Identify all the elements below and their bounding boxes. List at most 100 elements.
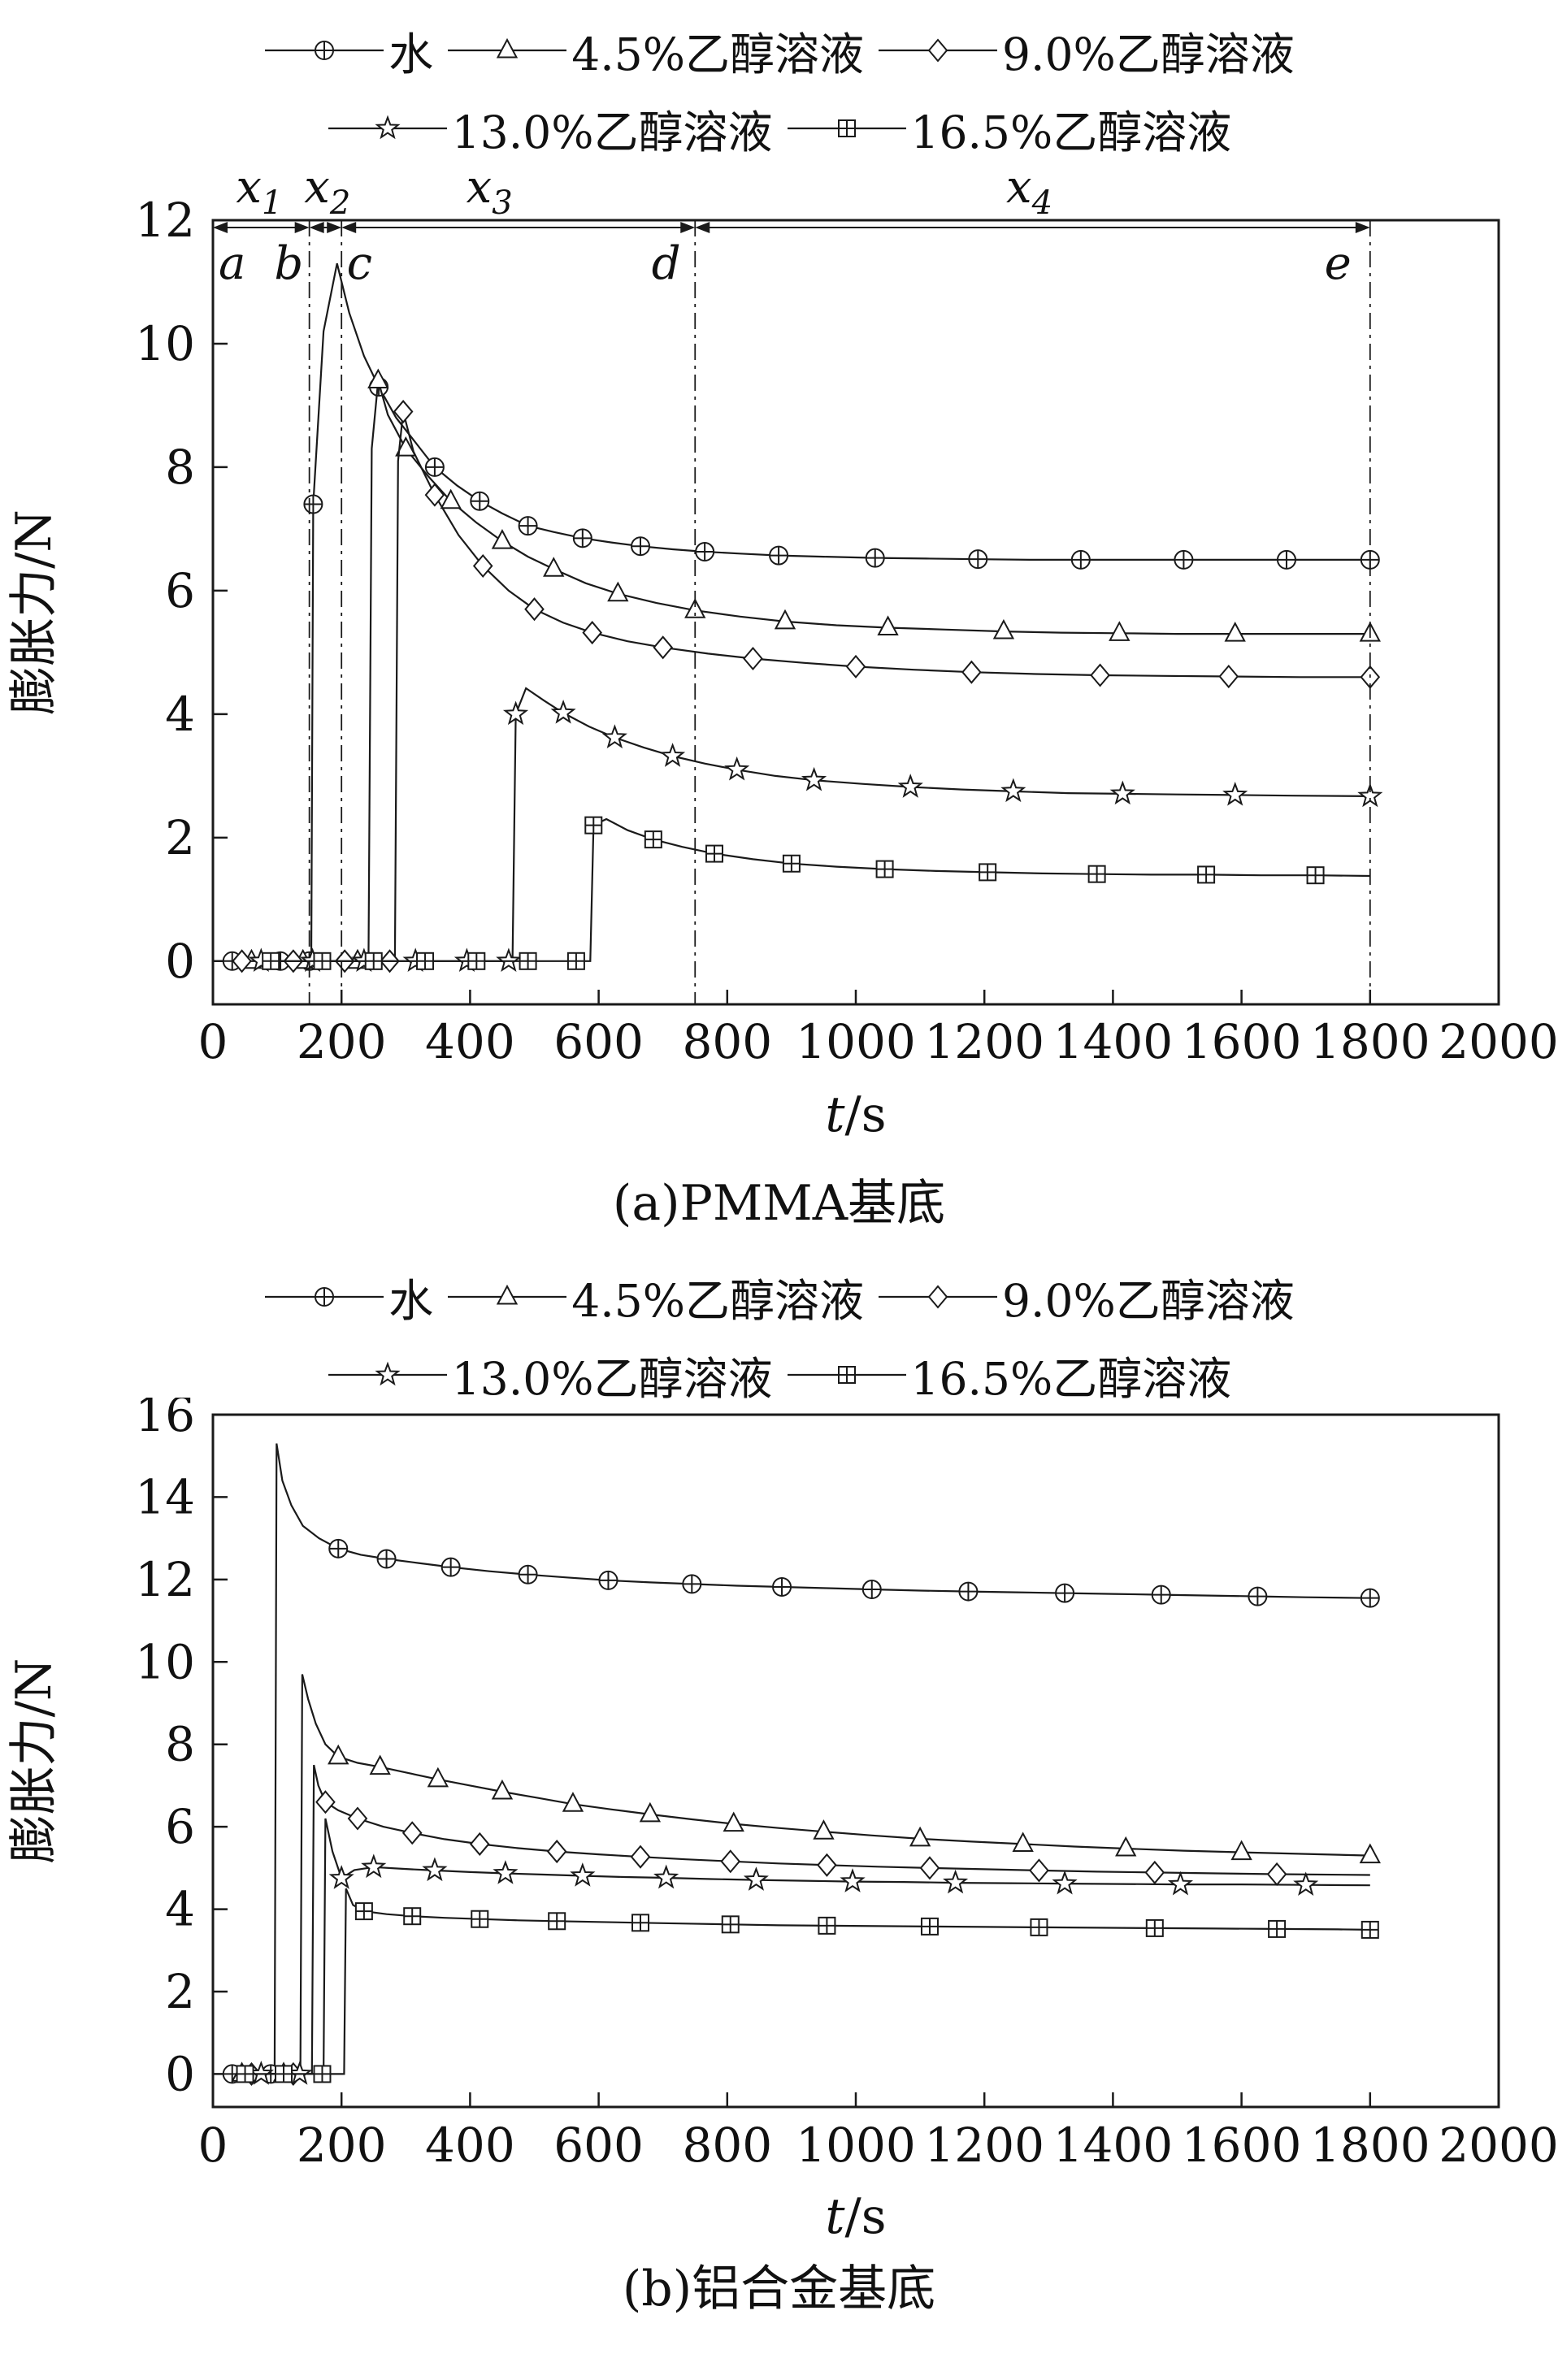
y-axis-title: 膨胀力/N [6, 509, 63, 715]
series-line-triangle [251, 380, 1370, 962]
x-tick-label: 1200 [924, 2118, 1044, 2173]
legend-item-square-plus: 16.5%乙醇溶液 [786, 96, 1232, 161]
legend-item-star: 13.0%乙醇溶液 [327, 96, 773, 161]
series-line-star [261, 1818, 1370, 2075]
legend-label: 16.5%乙醇溶液 [910, 106, 1232, 158]
span-label: x1 [236, 161, 282, 222]
x-axis-title: t/s [825, 2188, 886, 2245]
square-plus-icon [787, 119, 906, 137]
diamond-icon [879, 1285, 997, 1309]
series-line-circle-plus [232, 262, 1370, 962]
triangle-icon [448, 37, 567, 59]
span-label: x3 [467, 161, 513, 222]
legend-row: 水 4.5%乙醇溶液 9.0%乙醇溶液 [0, 1258, 1558, 1336]
series-line-star [261, 687, 1370, 962]
legend-label: 13.0%乙醇溶液 [451, 106, 773, 158]
plot-frame [211, 219, 1500, 1006]
legend-label: 4.5%乙醇溶液 [571, 1275, 864, 1327]
legend-panel-a: 水 4.5%乙醇溶液 9.0%乙醇溶液 13.0%乙醇溶液 16.5%乙醇溶液 [0, 11, 1558, 167]
legend-label: 4.5%乙醇溶液 [571, 28, 864, 80]
y-tick-label: 2 [165, 1964, 195, 2019]
x-tick-label: 0 [198, 2118, 228, 2173]
y-axis-title: 膨胀力/N [6, 1658, 63, 1864]
series-markers-square-plus [236, 1902, 1379, 2083]
series-markers-diamond [241, 1790, 1287, 2086]
x-tick-label: 800 [682, 1014, 772, 1069]
y-tick-label: 4 [165, 1882, 195, 1937]
y-tick-label: 0 [165, 2046, 195, 2101]
legend-panel-b: 水 4.5%乙醇溶液 9.0%乙醇溶液 13.0%乙醇溶液 16.5%乙醇溶液 [0, 1258, 1558, 1414]
chart-pmma: 0 200 400 600 800 1000 1200 1400 1600 1800 2000 0 2 4… [6, 161, 1558, 1143]
y-tick-label: 8 [165, 440, 195, 495]
circle-plus-icon [265, 1287, 384, 1307]
x-tick-label: 200 [297, 2118, 387, 2173]
caption-panel-a: (a)PMMA基底 [612, 1175, 946, 1232]
y-tick-label: 16 [135, 1398, 195, 1442]
legend-row: 13.0%乙醇溶液 16.5%乙醇溶液 [0, 1336, 1558, 1414]
x-tick-label: 600 [553, 2118, 644, 2173]
legend-item-circle-plus: 水 [263, 1264, 433, 1329]
legend-item-triangle: 4.5%乙醇溶液 [446, 1264, 864, 1329]
x-tick-label: 1400 [1053, 2118, 1174, 2173]
legend-label: 水 [388, 28, 434, 80]
x-tick-label: 400 [425, 2118, 515, 2173]
legend-item-diamond: 9.0%乙醇溶液 [877, 18, 1295, 83]
legend-item-circle-plus: 水 [263, 18, 433, 83]
point-label: c [347, 237, 372, 290]
y-tick-label: 2 [165, 810, 195, 865]
x-axis-title: t/s [825, 1086, 886, 1143]
legend-label: 13.0%乙醇溶液 [451, 1353, 773, 1405]
legend-item-triangle: 4.5%乙醇溶液 [446, 18, 864, 83]
y-tick-label: 0 [165, 934, 195, 989]
series-markers-circle-plus [222, 1538, 1380, 2084]
legend-row: 13.0%乙醇溶液 16.5%乙醇溶液 [0, 89, 1558, 167]
triangle-icon [448, 1284, 567, 1305]
span-label: x4 [1006, 161, 1052, 222]
series-markers-star [248, 700, 1383, 973]
legend-label: 16.5%乙醇溶液 [910, 1353, 1232, 1405]
y-tick-label: 12 [135, 193, 195, 248]
plot-frame [211, 1413, 1500, 2109]
point-label: d [652, 237, 681, 290]
legend-item-diamond: 9.0%乙醇溶液 [877, 1264, 1295, 1329]
x-tick-label: 800 [682, 2118, 772, 2173]
series-markers-star [248, 1853, 1319, 2085]
series-markers-diamond [232, 400, 1381, 973]
y-tick-label: 8 [165, 1717, 195, 1772]
point-label: b [274, 237, 303, 290]
star-icon [328, 1361, 447, 1386]
legend-label: 9.0%乙醇溶液 [1002, 28, 1295, 80]
point-label: e [1325, 237, 1352, 290]
series-line-square-plus [245, 1888, 1370, 2075]
series-line-circle-plus [232, 1443, 1370, 2075]
x-tick-label: 2000 [1439, 1014, 1558, 1069]
x-tick-label: 1400 [1053, 1014, 1174, 1069]
legend-label: 9.0%乙醇溶液 [1002, 1275, 1295, 1327]
legend-row: 水 4.5%乙醇溶液 9.0%乙醇溶液 [0, 11, 1558, 89]
x-tick-label: 1800 [1310, 1014, 1430, 1069]
legend-item-square-plus: 16.5%乙醇溶液 [786, 1342, 1232, 1407]
circle-plus-icon [265, 41, 384, 60]
x-tick-label: 1600 [1182, 1014, 1302, 1069]
caption-panel-b: (b)铝合金基底 [622, 2261, 936, 2317]
x-tick-label: 1800 [1310, 2118, 1430, 2173]
span-label: x2 [304, 161, 350, 222]
x-tick-label: 2000 [1439, 2118, 1558, 2173]
y-tick-label: 14 [135, 1469, 195, 1524]
y-tick-label: 10 [135, 316, 195, 371]
y-tick-label: 4 [165, 687, 195, 742]
y-tick-label: 12 [135, 1552, 195, 1607]
x-tick-label: 1000 [796, 2118, 916, 2173]
chart-aluminum: 0 200 400 600 800 1000 1200 1400 1600 1800 2000 0 2 4… [6, 1398, 1558, 2245]
x-tick-label: 1600 [1182, 2118, 1302, 2173]
x-tick-label: 600 [553, 1014, 644, 1069]
series-line-square-plus [271, 817, 1370, 962]
x-tick-label: 1000 [796, 1014, 916, 1069]
x-tick-label: 1200 [924, 1014, 1044, 1069]
y-tick-label: 6 [165, 563, 195, 618]
y-tick-label: 10 [135, 1634, 195, 1689]
square-plus-icon [787, 1366, 906, 1384]
x-tick-label: 0 [198, 1014, 228, 1069]
x-tick-label: 200 [297, 1014, 387, 1069]
legend-label: 水 [388, 1275, 434, 1327]
